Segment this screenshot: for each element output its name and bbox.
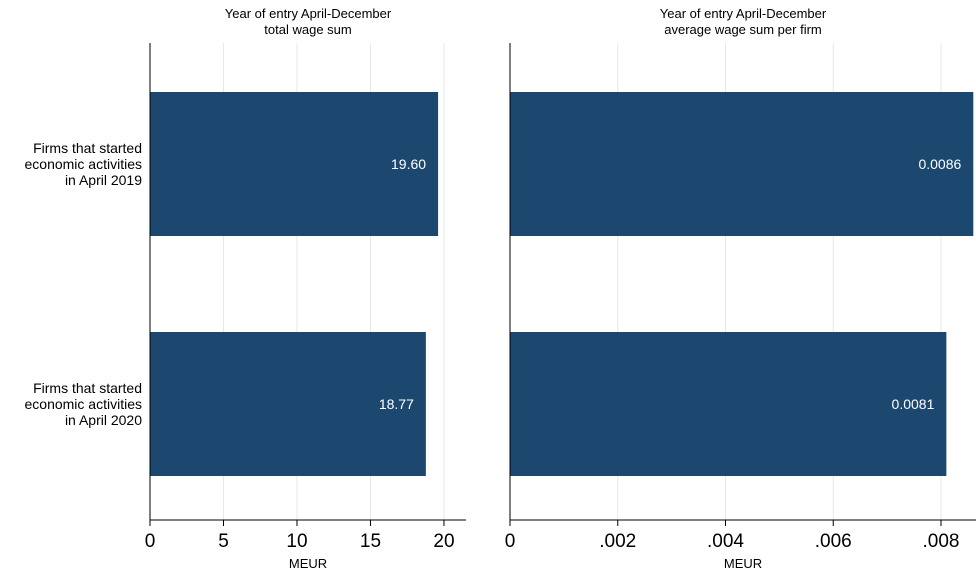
- y-category-label-2-line-1: Firms that started: [33, 380, 142, 396]
- panel-1-title-line-1: Year of entry April-December: [225, 6, 392, 21]
- panel-1-x-tick-label-0: 0: [145, 531, 156, 552]
- panel-1-x-tick-label-1: 5: [218, 531, 229, 552]
- panel-2-title-line-1: Year of entry April-December: [660, 6, 827, 21]
- y-category-label-2-line-3: in April 2020: [65, 412, 142, 428]
- panel-1-bar-1: [150, 92, 439, 236]
- y-category-label-1-line-1: Firms that started: [33, 140, 142, 156]
- panel-2-x-tick-label-3: .006: [815, 531, 852, 552]
- panel-2-x-tick-label-4: .008: [922, 531, 959, 552]
- y-category-label-1-line-3: in April 2019: [65, 172, 142, 188]
- panel-2-bar-1: [510, 92, 974, 236]
- panel-2-title-line-2: average wage sum per firm: [664, 22, 822, 37]
- panel-2-x-tick-label-2: .004: [707, 531, 744, 552]
- y-category-label-1-line-2: economic activities: [25, 156, 143, 172]
- panel-1-title-line-2: total wage sum: [264, 22, 351, 37]
- panel-2-x-axis-label: MEUR: [724, 556, 762, 571]
- panel-1-x-tick-label-4: 20: [433, 531, 454, 552]
- panel-1-bar-value-label-1: 19.60: [391, 156, 426, 172]
- panel-1-x-tick-label-2: 10: [286, 531, 307, 552]
- panel-2-bar-2: [510, 332, 947, 476]
- y-category-label-2-line-2: economic activities: [25, 396, 143, 412]
- panel-1-bar-value-label-2: 18.77: [379, 396, 414, 412]
- panel-2-x-tick-label-0: 0: [505, 531, 516, 552]
- panel-1-x-axis-label: MEUR: [289, 556, 327, 571]
- panel-2-x-tick-label-1: .002: [599, 531, 636, 552]
- panel-1-bar-2: [150, 332, 426, 476]
- panel-2-bar-value-label-2: 0.0081: [892, 396, 935, 412]
- panel-2-bar-value-label-1: 0.0086: [918, 156, 961, 172]
- panel-1-x-tick-label-3: 15: [360, 531, 381, 552]
